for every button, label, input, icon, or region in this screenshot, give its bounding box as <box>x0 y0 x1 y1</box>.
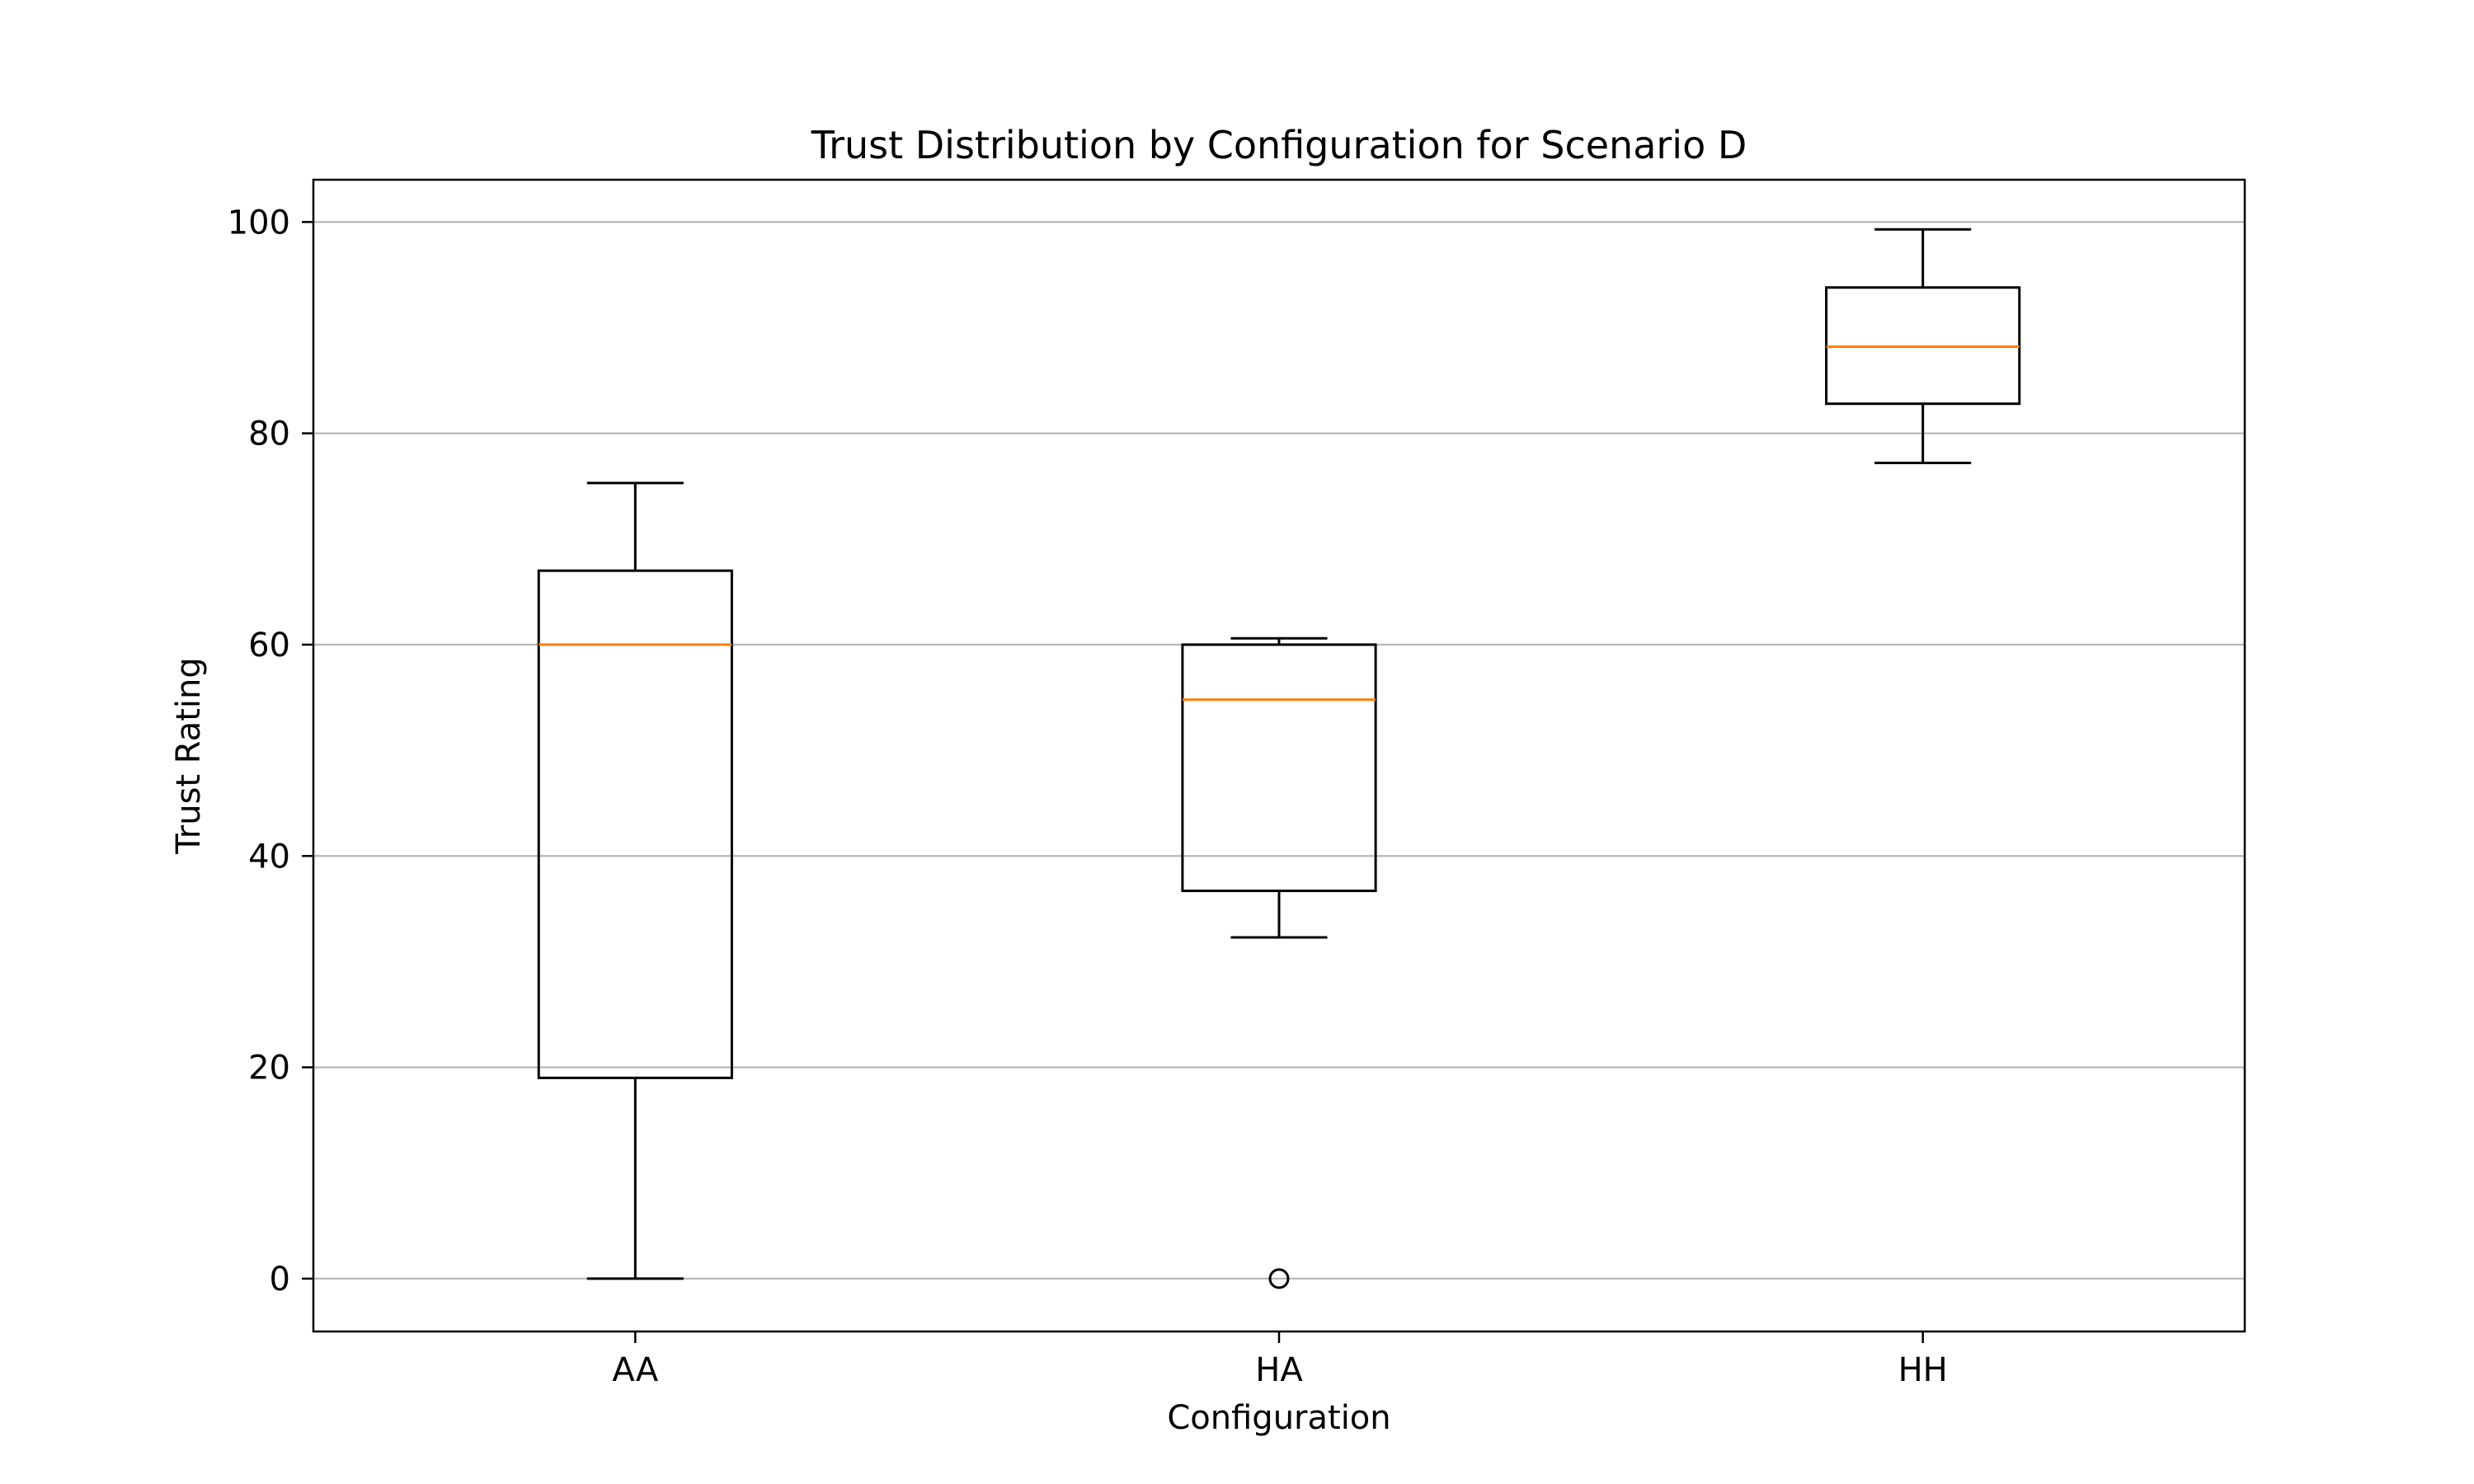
y-tick-label: 40 <box>248 838 290 876</box>
outlier-point <box>1268 1268 1290 1289</box>
axis-ticks: 0 20 40 60 80 100 AA HA HH <box>228 204 1948 1389</box>
iqr-box <box>1181 643 1377 893</box>
x-tick-label: HH <box>1898 1351 1948 1389</box>
y-tick-label: 20 <box>248 1050 290 1087</box>
y-tick-label: 60 <box>248 627 290 665</box>
box-hh <box>1825 228 2021 464</box>
y-tick-label: 80 <box>248 416 290 453</box>
x-tick-label: HA <box>1255 1351 1303 1389</box>
iqr-box <box>537 569 733 1079</box>
y-tick-label: 0 <box>270 1261 290 1298</box>
box-ha <box>1181 636 1377 1289</box>
chart-title: Trust Distribution by Configuration for … <box>811 123 1747 167</box>
x-tick-label: AA <box>612 1351 658 1389</box>
plot-frame <box>312 178 2246 1333</box>
grid-lines <box>313 221 2245 1280</box>
y-axis-label: Trust Rating <box>170 657 208 855</box>
box-plots <box>537 228 2021 1289</box>
box-aa <box>537 481 733 1280</box>
y-tick-label: 100 <box>228 204 290 242</box>
x-axis-label: Configuration <box>1167 1399 1390 1437</box>
